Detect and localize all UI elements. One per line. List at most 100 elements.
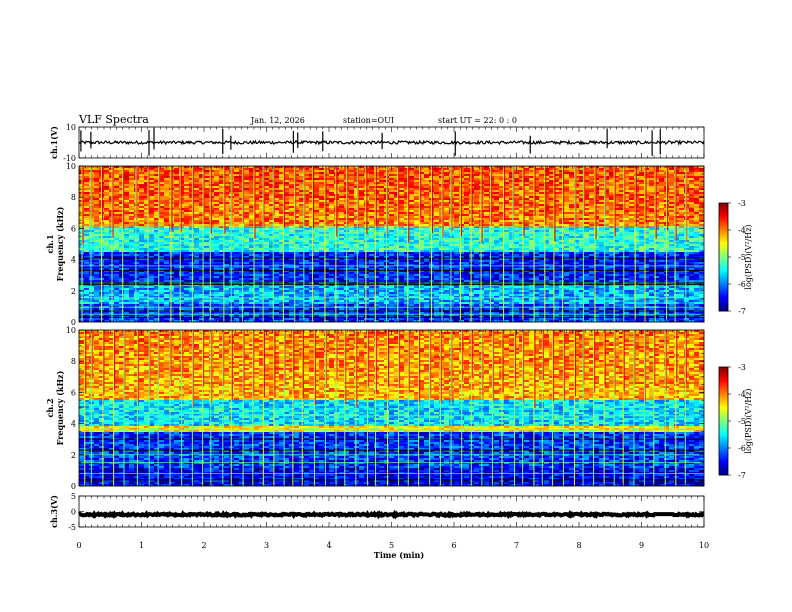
spectrogram-cell — [319, 176, 325, 179]
spectrogram-cell — [484, 188, 490, 191]
spectrogram-cell — [224, 178, 230, 181]
spectrogram-cell — [694, 228, 700, 231]
spectrogram-cell — [194, 180, 200, 183]
spectrogram-cell — [399, 178, 405, 181]
spectrogram-cell — [244, 176, 250, 179]
spectrogram-cell — [624, 188, 630, 191]
spectrogram-cell — [284, 178, 290, 181]
spectrogram-cell — [154, 182, 160, 185]
spectrogram-cell — [234, 166, 240, 169]
spectrogram-cell — [594, 190, 600, 193]
spectrogram-cell — [649, 222, 655, 225]
spectrogram-cell — [454, 166, 460, 169]
spectrogram-cell — [104, 216, 110, 219]
spectrogram-cell — [339, 186, 345, 189]
spectrogram-cell — [304, 176, 310, 179]
spectrogram-cell — [484, 206, 490, 209]
spectrogram-cell — [689, 210, 695, 213]
spectrogram-cell — [639, 180, 645, 183]
spectrogram-cell — [544, 180, 550, 183]
spectrogram-cell — [94, 212, 100, 215]
spectrogram-cell — [164, 212, 170, 215]
spectrogram-cell — [544, 196, 550, 199]
spectrogram-cell — [399, 190, 405, 193]
spectrogram-cell — [219, 176, 225, 179]
spectrogram-cell — [164, 190, 170, 193]
spectrogram-cell — [494, 210, 500, 213]
spectrogram-cell — [154, 192, 160, 195]
spectrogram-cell — [149, 168, 155, 171]
spectrogram-cell — [144, 180, 150, 183]
spectrogram-cell — [569, 220, 575, 223]
spectrogram-cell — [149, 238, 155, 241]
spectrogram-cell — [164, 198, 170, 201]
spectrogram-cell — [609, 174, 615, 177]
spectrogram-cell — [539, 198, 545, 201]
spectrogram-cell — [494, 180, 500, 183]
spectrogram-cell — [309, 178, 315, 181]
spectrogram-cell — [299, 170, 305, 173]
spectrogram-cell — [274, 198, 280, 201]
spectrogram-cell — [224, 170, 230, 173]
spectrogram-cell — [169, 234, 175, 237]
spectrogram-cell — [484, 200, 490, 203]
spectrogram-cell — [354, 230, 360, 233]
spectrogram-cell — [494, 166, 500, 169]
spectrogram-cell — [309, 188, 315, 191]
spectrogram-cell — [434, 184, 440, 187]
spectrogram-cell — [104, 214, 110, 217]
spectrogram-cell — [234, 170, 240, 173]
spectrogram-cell — [524, 168, 530, 171]
spectrogram-cell — [564, 200, 570, 203]
spectrogram-cell — [104, 184, 110, 187]
spectrogram-cell — [324, 176, 330, 179]
spectrogram-cell — [324, 186, 330, 189]
spectrogram-cell — [139, 188, 145, 191]
spectrogram-cell — [694, 222, 700, 225]
spectrogram-cell — [234, 214, 240, 217]
spectrogram-cell — [629, 166, 635, 169]
spectrogram-cell — [494, 178, 500, 181]
spectrogram-cell — [144, 198, 150, 201]
spectrogram-cell — [214, 178, 220, 181]
spectrogram-cell — [104, 206, 110, 209]
spectrogram-cell — [164, 194, 170, 197]
spectrogram-cell — [164, 240, 170, 243]
spectrogram-cell — [369, 194, 375, 197]
spectrogram-cell — [379, 234, 385, 237]
spectrogram-cell — [234, 206, 240, 209]
spectrogram-cell — [499, 192, 505, 195]
spectrogram-cell — [369, 182, 375, 185]
spectrogram-cell — [534, 192, 540, 195]
spectrogram-cell — [279, 168, 285, 171]
spectrogram-cell — [444, 166, 450, 169]
spectrogram-cell — [509, 234, 515, 237]
spectrogram-cell — [349, 202, 355, 205]
spectrogram-cell — [494, 186, 500, 189]
spectrogram-cell — [204, 180, 210, 183]
spectrogram-cell — [114, 206, 120, 209]
spectrogram-cell — [559, 230, 565, 233]
spectrogram-cell — [164, 184, 170, 187]
spectrogram-cell — [309, 184, 315, 187]
spectrogram-cell — [339, 220, 345, 223]
spectrogram-cell — [494, 220, 500, 223]
spectrogram-cell — [504, 180, 510, 183]
spectrogram-cell — [294, 198, 300, 201]
spectrogram-cell — [514, 216, 520, 219]
spectrogram-cell — [619, 168, 625, 171]
spectrogram-cell — [214, 168, 220, 171]
spectrogram-cell — [539, 238, 545, 241]
spectrogram-cell — [239, 188, 245, 191]
spectrogram-cell — [224, 184, 230, 187]
spectrogram-cell — [564, 174, 570, 177]
spectrogram-cell — [594, 170, 600, 173]
spectrogram-cell — [244, 208, 250, 211]
spectrogram-cell — [289, 214, 295, 217]
spectrogram-cell — [149, 230, 155, 233]
spectrogram-cell — [594, 178, 600, 181]
spectrogram-cell — [609, 208, 615, 211]
spectrogram-cell — [629, 214, 635, 217]
spectrogram-cell — [124, 230, 130, 233]
spectrogram-cell — [514, 174, 520, 177]
